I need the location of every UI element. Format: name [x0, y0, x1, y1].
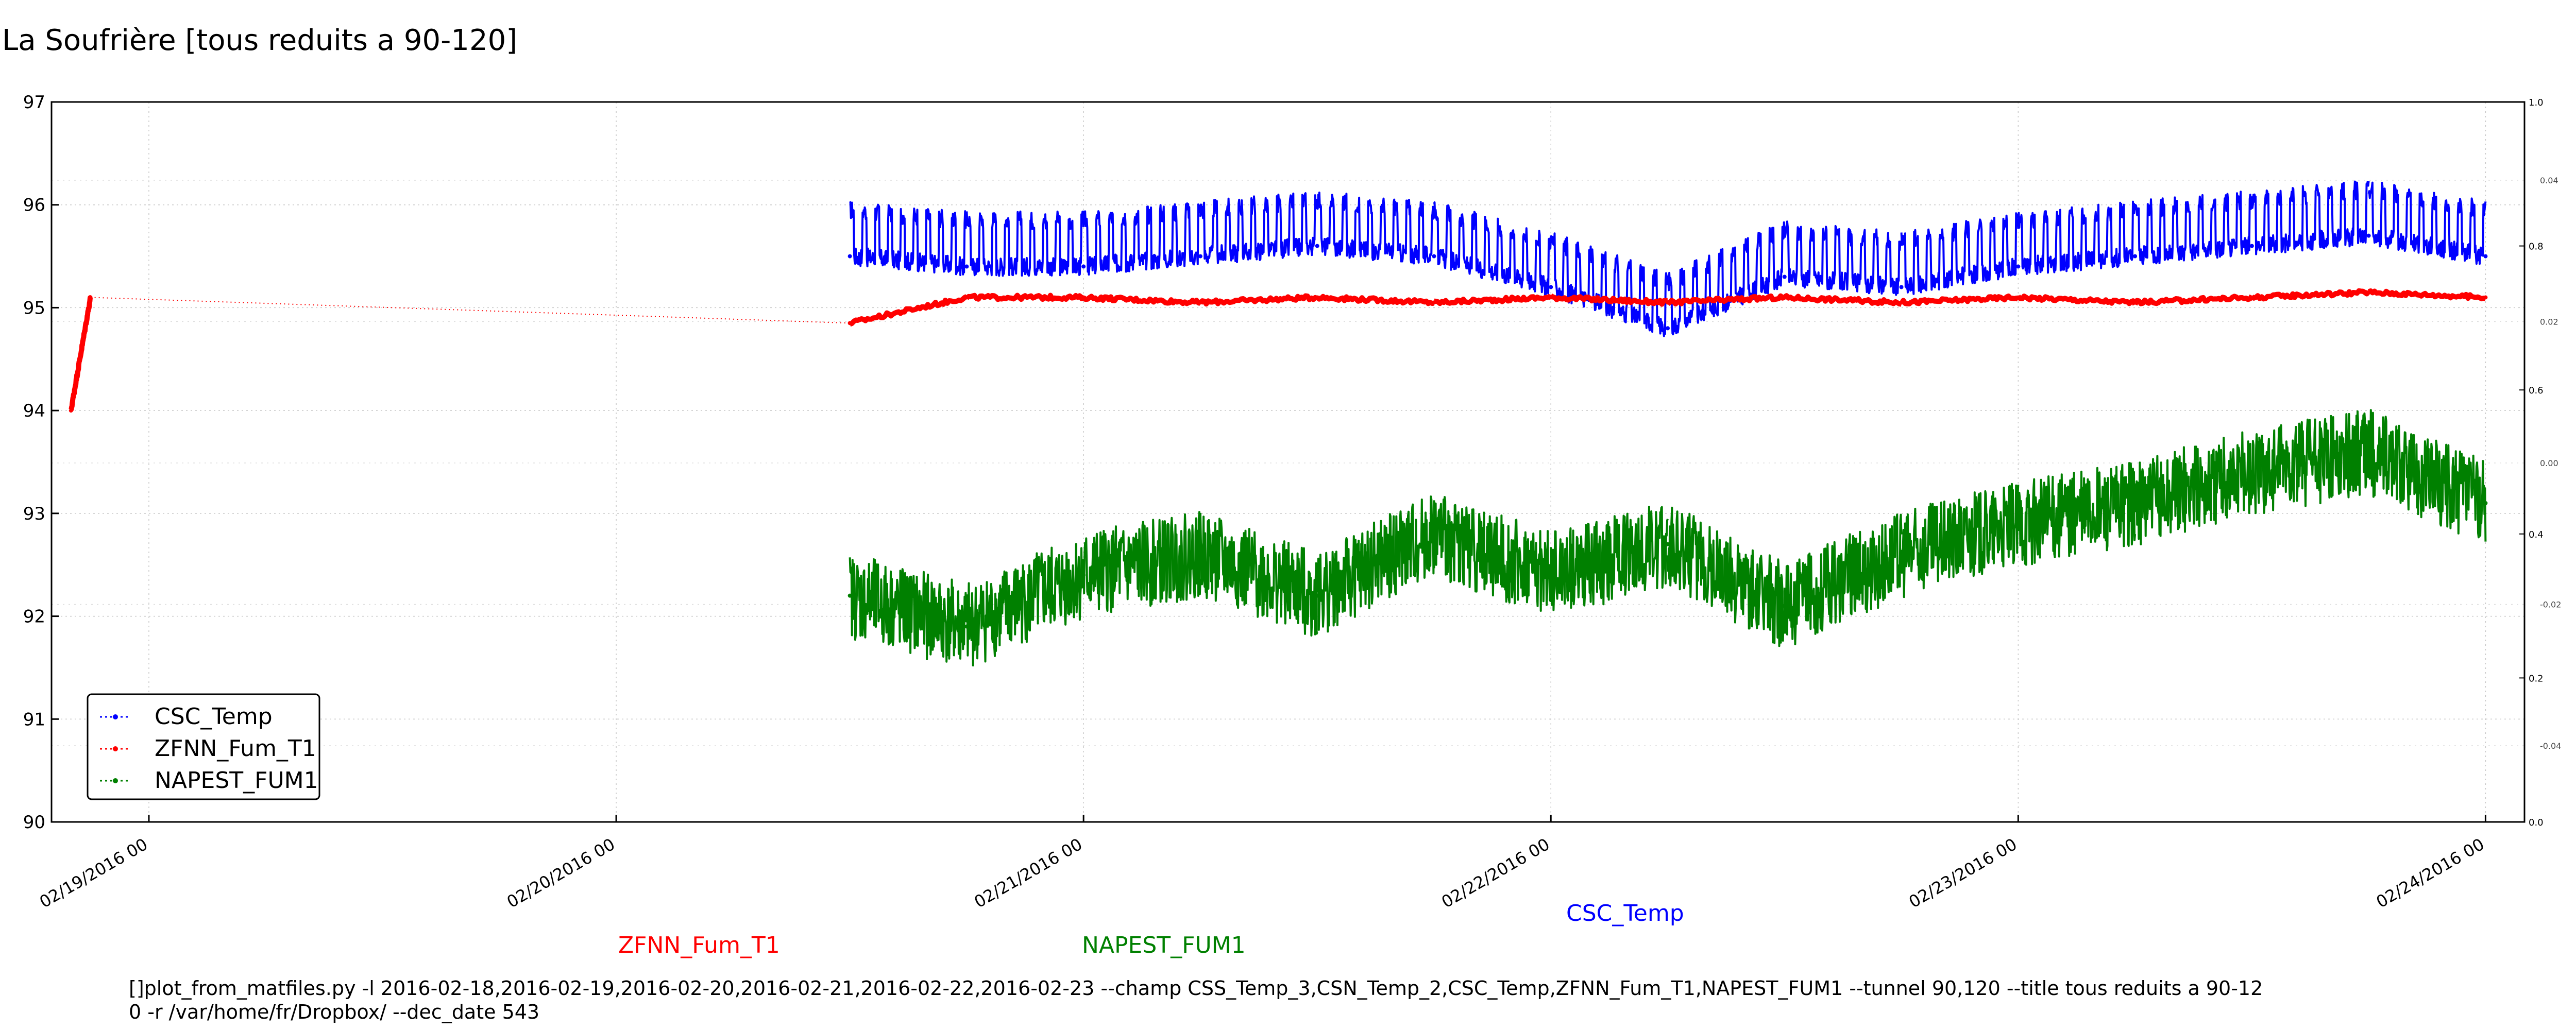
series-point	[848, 593, 852, 598]
series-point	[964, 295, 969, 300]
legend-marker	[113, 778, 118, 783]
series-point	[2133, 254, 2138, 259]
x-tick-label: 02/24/2016 00	[2373, 834, 2488, 912]
legend-label: CSC_Temp	[155, 703, 273, 730]
series-point	[1782, 295, 1787, 300]
y-tick-label: 91	[23, 709, 45, 730]
series-gap-line	[90, 297, 850, 324]
series-label-csc: CSC_Temp	[1566, 900, 1684, 926]
series-point	[964, 624, 969, 629]
x-tick-label: 02/22/2016 00	[1438, 834, 1553, 912]
series-point	[1782, 604, 1787, 608]
series-point	[2016, 264, 2021, 269]
series-point	[1666, 300, 1670, 305]
right-axis-tick-label: 0.6	[2529, 385, 2544, 396]
series-point	[1315, 295, 1319, 300]
command-line-1: []plot_from_matfiles.py -l 2016-02-18,20…	[129, 977, 2263, 1000]
series-point	[1549, 285, 1553, 289]
series-layer	[69, 180, 2488, 667]
y-tick-label: 97	[23, 92, 45, 113]
right-axis-tick-label: 0.2	[2529, 673, 2544, 684]
series-point	[848, 254, 852, 259]
series-point	[2483, 501, 2488, 505]
x-tick-label: 02/23/2016 00	[1906, 834, 2021, 912]
series-point	[2366, 290, 2371, 295]
series-line	[69, 288, 2486, 412]
legend: CSC_Temp ZFNN_Fum_T1 NAPEST_FUM1	[87, 693, 320, 800]
series-point	[1549, 295, 1553, 300]
series-point	[2483, 295, 2488, 300]
series-point	[2133, 300, 2138, 305]
right-axis-secondary-label: -0.04	[2540, 741, 2561, 751]
series-point	[2249, 470, 2254, 474]
series-point	[2016, 521, 2021, 526]
right-axis-tick-label: 0.8	[2529, 242, 2544, 252]
series-point	[1549, 573, 1553, 577]
right-axis-tick-label: 1.0	[2529, 97, 2544, 108]
right-axis-secondary-label: 0.02	[2540, 317, 2558, 327]
series-point	[964, 264, 969, 269]
series-point	[2249, 295, 2254, 300]
series-point	[2249, 244, 2254, 248]
y-tick-label: 90	[23, 812, 45, 833]
series-line	[849, 409, 2487, 667]
x-tick-label: 02/21/2016 00	[971, 834, 1086, 912]
legend-label: ZFNN_Fum_T1	[155, 735, 316, 762]
x-tick-label: 02/20/2016 00	[503, 834, 618, 912]
series-point	[2483, 254, 2488, 259]
y-tick-label: 94	[23, 401, 45, 421]
series-point	[1198, 254, 1202, 259]
y-tick-label: 93	[23, 504, 45, 524]
series-point	[1432, 531, 1436, 536]
series-ZFNN_Fum_T1	[69, 288, 2488, 413]
page-title: La Soufrière [tous reduits a 90-120]	[2, 24, 518, 57]
series-point	[1081, 573, 1086, 577]
series-point	[1782, 274, 1787, 279]
y-tick-label: 92	[23, 607, 45, 627]
series-CSC_Temp	[848, 180, 2488, 337]
legend-marker	[113, 714, 118, 719]
series-point	[69, 408, 73, 413]
series-point	[2016, 295, 2021, 300]
series-point	[1081, 295, 1086, 300]
right-axis-secondary-label: -0.02	[2540, 600, 2561, 610]
series-point	[1315, 593, 1319, 598]
y-tick-label: 95	[23, 298, 45, 318]
series-point	[1432, 300, 1436, 305]
series-point	[2366, 233, 2371, 238]
series-point	[2366, 450, 2371, 454]
series-point	[2133, 501, 2138, 505]
series-point	[1081, 264, 1086, 269]
series-point	[1899, 300, 1904, 305]
series-point	[1198, 552, 1202, 557]
y-tick-label: 96	[23, 195, 45, 216]
series-point	[848, 321, 852, 325]
series-point	[1899, 552, 1904, 557]
series-point	[1899, 285, 1904, 289]
series-point	[1666, 542, 1670, 546]
series-label-napest: NAPEST_FUM1	[1082, 932, 1246, 958]
series-NAPEST_FUM1	[848, 409, 2488, 667]
right-axis-secondary-label: 0.04	[2540, 176, 2558, 185]
legend-marker	[113, 746, 118, 751]
command-line-2: 0 -r /var/home/fr/Dropbox/ --dec_date 54…	[129, 1001, 540, 1023]
series-point	[1666, 326, 1670, 331]
series-point	[1198, 300, 1202, 305]
legend-box	[87, 693, 320, 800]
command-line: []plot_from_matfiles.py -l 2016-02-18,20…	[129, 976, 2263, 1024]
right-axis-tick-label: 0.4	[2529, 529, 2544, 540]
x-tick-label: 02/19/2016 00	[36, 834, 151, 912]
legend-label: NAPEST_FUM1	[155, 767, 318, 794]
right-axis-secondary-label: 0.00	[2540, 458, 2558, 468]
series-label-zfnn: ZFNN_Fum_T1	[618, 932, 780, 958]
series-line	[849, 180, 2487, 337]
right-axis-tick-label: 0.0	[2529, 817, 2544, 828]
series-point	[88, 295, 93, 300]
series-point	[1432, 254, 1436, 259]
plot-frame	[50, 101, 2526, 823]
series-point	[1315, 244, 1319, 248]
